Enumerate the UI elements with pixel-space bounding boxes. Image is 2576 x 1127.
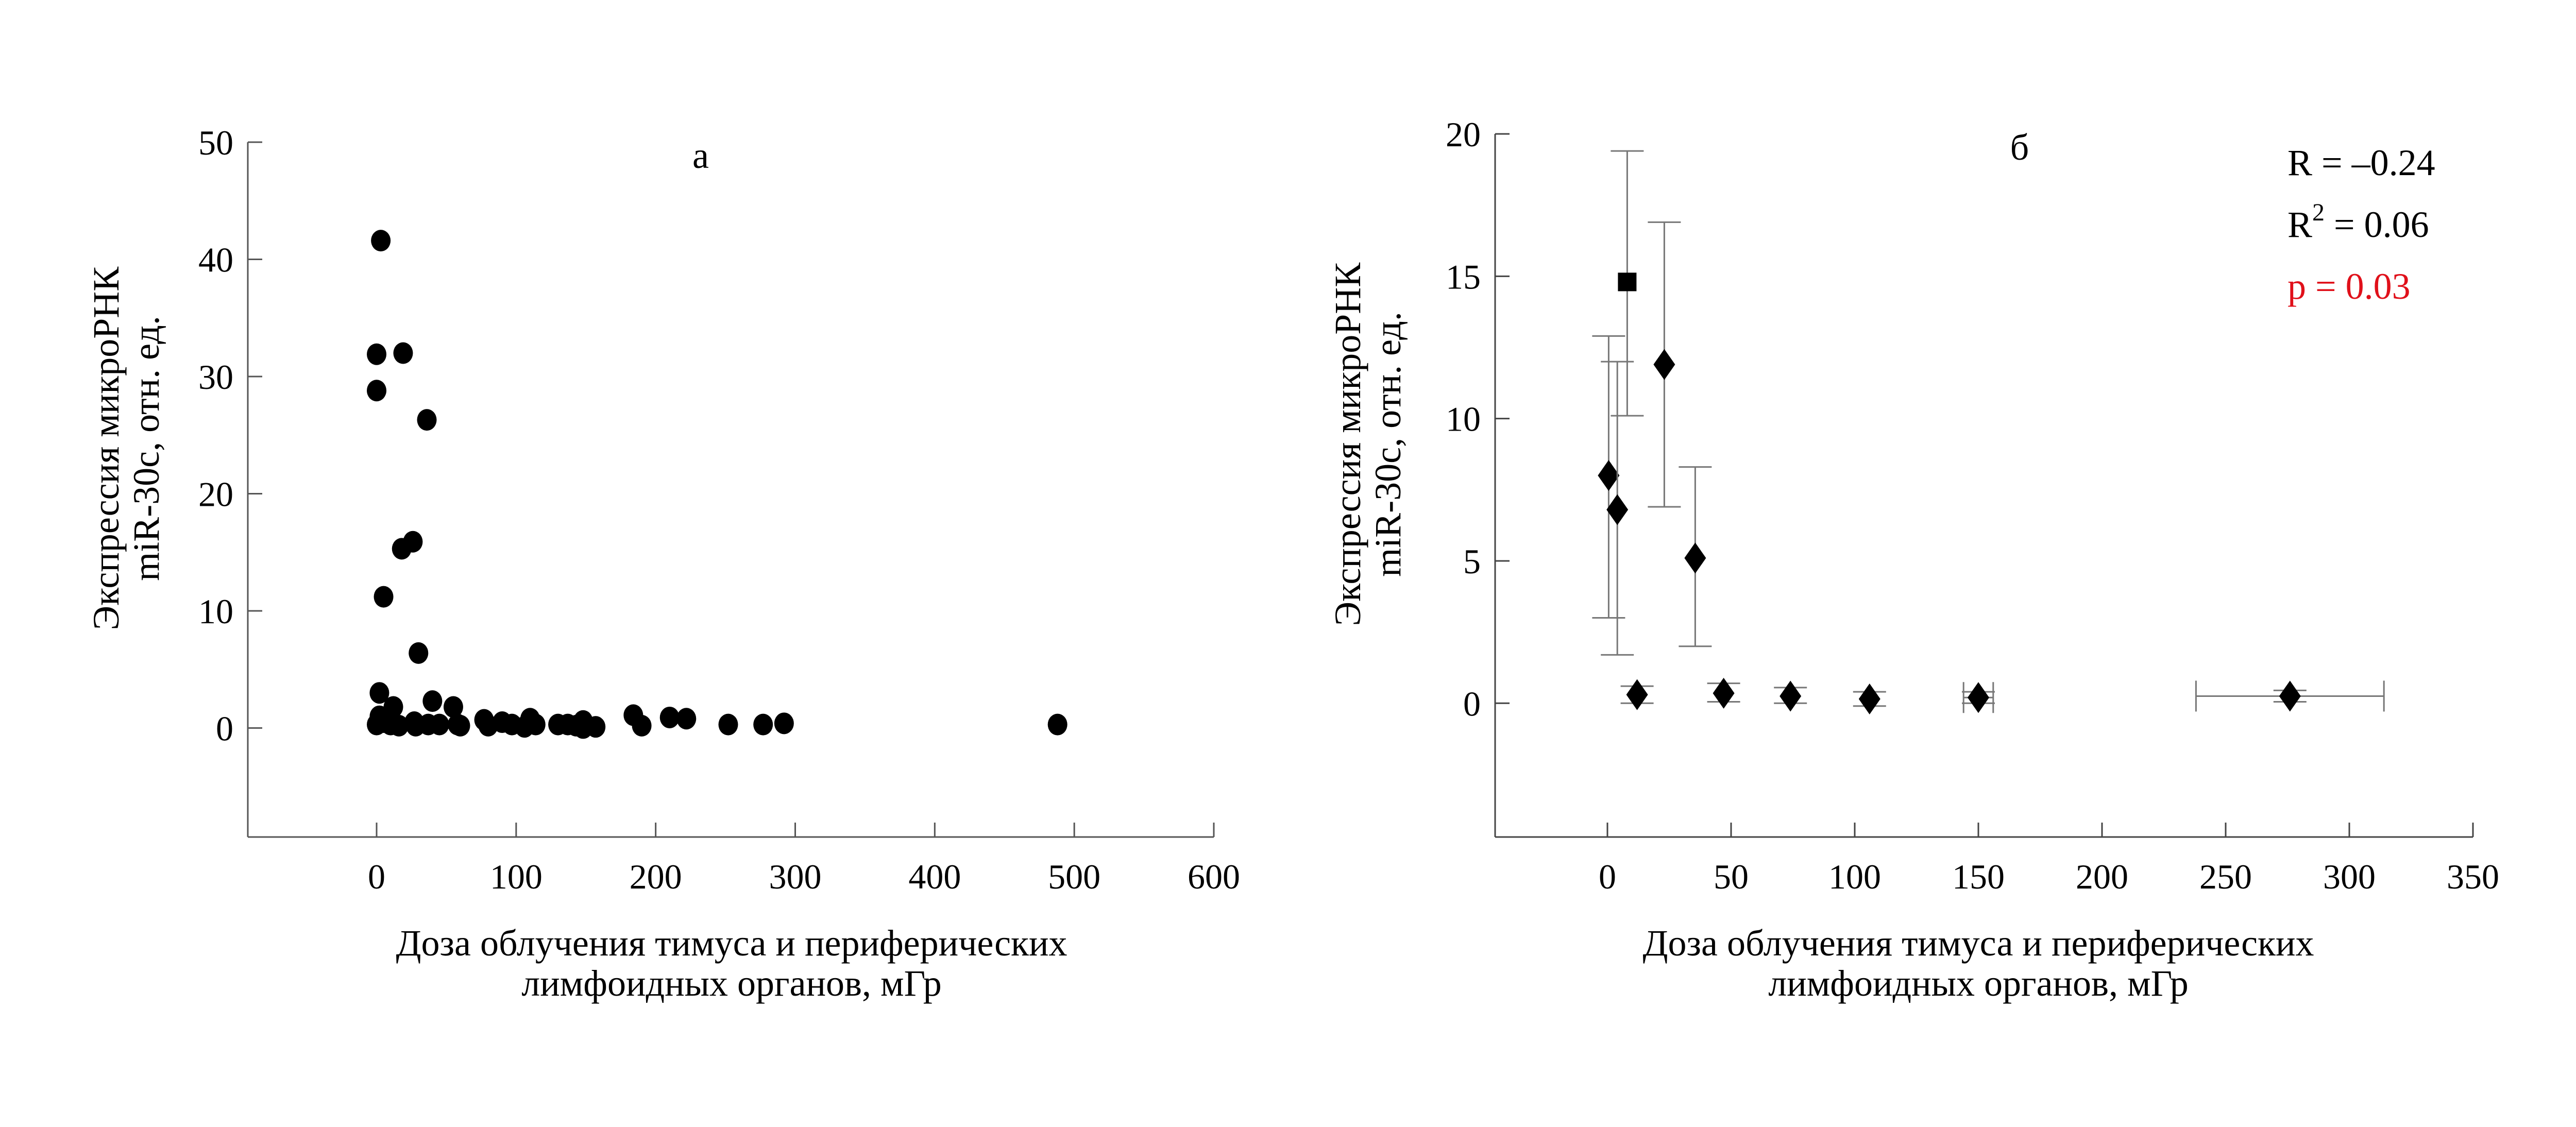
x-axis-label: Доза облучения тимуса и периферических (396, 923, 1067, 964)
data-point (718, 713, 738, 736)
x-tick-label: 400 (908, 857, 961, 896)
data-point (369, 682, 389, 704)
x-axis-label: лимфоидных органов, мГр (521, 963, 941, 1004)
data-point-diamond (1780, 680, 1802, 712)
data-point-diamond (2279, 680, 2301, 712)
annotation-sup: 2 (2312, 199, 2325, 226)
data-point-diamond (1653, 349, 1675, 380)
data-point (374, 586, 394, 608)
x-tick-label: 350 (2447, 857, 2499, 896)
y-tick-label: 50 (198, 123, 233, 162)
x-tick-label: 100 (490, 857, 543, 896)
y-axis-label: miR-30c, отн. ед. (1367, 312, 1409, 577)
x-tick-label: 300 (2323, 857, 2376, 896)
y-tick-label: 15 (1446, 257, 1481, 296)
data-point (450, 714, 470, 737)
x-axis-label: лимфоидных органов, мГр (1768, 963, 2188, 1004)
y-axis-label: miR-30c, отн. ед. (126, 316, 167, 581)
data-point-diamond (1606, 494, 1629, 525)
data-point (1047, 713, 1067, 736)
chart-a: 0 100 200 300 400 500 600 0 10 20 30 40 50 а Доза облу… (86, 123, 1240, 1004)
y-tick-label: 0 (1463, 684, 1481, 723)
x-tick-label: 500 (1048, 857, 1100, 896)
data-point (443, 696, 463, 718)
data-point (774, 712, 794, 735)
x-tick-label: 0 (368, 857, 385, 896)
annotation: R2 = 0.06 (2287, 199, 2429, 245)
x-tick-label: 200 (630, 857, 682, 896)
data-point-diamond (1684, 542, 1706, 574)
y-tick-label: 5 (1463, 542, 1481, 581)
annotation: R = –0.24 (2287, 142, 2435, 183)
data-point (586, 716, 606, 738)
data-point-diamond (1713, 677, 1735, 709)
chart-title: а (692, 135, 709, 176)
x-tick-label: 100 (1828, 857, 1881, 896)
x-tick-label: 0 (1599, 857, 1616, 896)
data-point-diamond (1968, 682, 1989, 713)
data-point (429, 713, 449, 736)
annotation-text: R (2287, 204, 2312, 245)
data-point (526, 713, 546, 736)
data-point (422, 690, 443, 712)
y-tick-label: 30 (198, 357, 233, 397)
y-tick-label: 40 (198, 240, 233, 279)
x-tick-label: 150 (1952, 857, 2005, 896)
data-point-diamond (1626, 679, 1648, 710)
data-point (367, 380, 386, 402)
data-point-diamond (1598, 460, 1620, 491)
x-tick-label: 600 (1188, 857, 1240, 896)
data-point (632, 714, 652, 737)
data-point (389, 714, 409, 737)
data-point (676, 708, 697, 730)
data-point-diamond (1858, 683, 1880, 714)
y-axis-label: Экспрессия микроРНК (86, 266, 127, 630)
y-axis-label: Экспрессия микроРНК (1327, 262, 1368, 626)
y-tick-label: 20 (1446, 115, 1481, 154)
data-point (659, 706, 680, 728)
y-tick-label: 10 (1446, 400, 1481, 439)
data-point (367, 343, 386, 365)
x-tick-label: 250 (2199, 857, 2252, 896)
data-point (409, 642, 429, 664)
data-point (753, 713, 773, 736)
data-point (371, 230, 391, 252)
data-point (403, 531, 423, 553)
y-tick-label: 0 (216, 709, 233, 748)
chart-b: 0 50 100 150 200 250 300 350 0 5 10 15 20 б Доза облуч… (1327, 115, 2499, 1004)
data-point (417, 409, 437, 431)
annotation: p = 0.03 (2287, 266, 2411, 307)
x-axis-label: Доза облучения тимуса и периферических (1642, 923, 2314, 964)
x-tick-label: 200 (2076, 857, 2128, 896)
y-tick-label: 20 (198, 474, 233, 514)
annotation-text: = 0.06 (2325, 204, 2429, 245)
data-point (393, 342, 413, 364)
chart-title: б (2010, 127, 2029, 168)
x-tick-label: 300 (769, 857, 822, 896)
data-point-square (1618, 272, 1637, 292)
y-tick-label: 10 (198, 592, 233, 631)
x-tick-label: 50 (1714, 857, 1749, 896)
